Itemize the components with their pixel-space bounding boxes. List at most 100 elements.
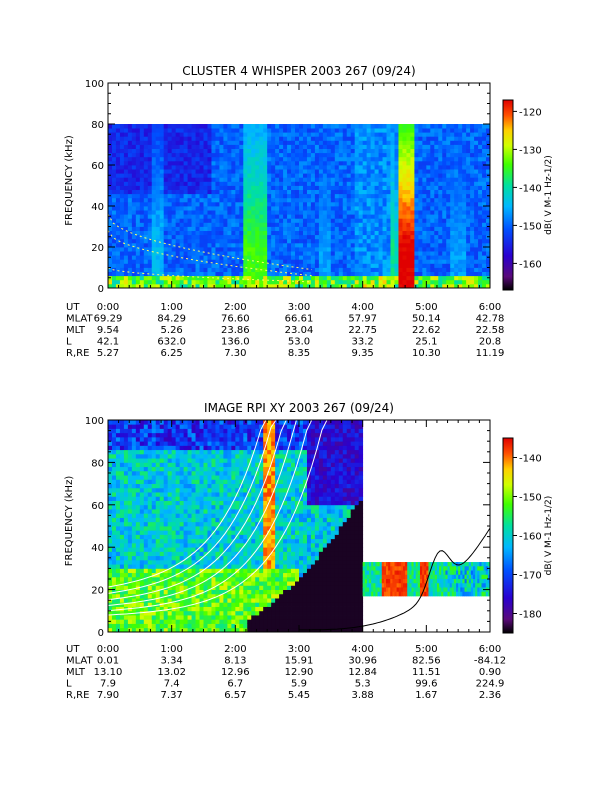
ephemeris-cell: 23.04: [285, 325, 314, 336]
ephemeris-cell: 1:00: [160, 302, 182, 313]
y-tick-label: 60: [91, 161, 104, 172]
ephemeris-cell: 3:00: [288, 644, 310, 655]
ephemeris-cell: 4:00: [351, 302, 373, 313]
colorbar-scale: [502, 99, 514, 291]
ephemeris-cell: 13.10: [94, 667, 123, 678]
ephemeris-cell: 0.01: [97, 656, 119, 667]
y-axis-label: FREQUENCY (kHz): [64, 135, 75, 226]
ephemeris-cell: 7.9: [100, 679, 116, 690]
colorbar: -140 -150 -160 -170 -180 dB( V M-1 Hz-1/2): [502, 437, 554, 634]
ephemeris-cell: 99.6: [415, 679, 437, 690]
ephemeris-row-label: MLAT: [66, 656, 93, 667]
axis-ticks: [107, 82, 491, 289]
ephemeris-cell: 4:00: [351, 644, 373, 655]
ephemeris-cell: 632.0: [157, 337, 186, 348]
chart-panel-1: 0 20 40 60 80 100 CLUSTER 4 WHISPER 2003 267 (…: [64, 64, 554, 359]
ephemeris-cell: 22.75: [348, 325, 377, 336]
ephemeris-row-label: L: [66, 337, 72, 348]
ephemeris-cell: 7.30: [224, 348, 246, 359]
ephemeris-cell: 3:00: [288, 302, 310, 313]
ephemeris-cell: 12.84: [348, 667, 377, 678]
ephemeris-cell: 13.02: [157, 667, 186, 678]
y-tick-label: 60: [91, 501, 104, 512]
ephemeris-cell: -84.12: [474, 656, 506, 667]
ephemeris-cell: 7.37: [161, 690, 183, 701]
y-tick-label: 100: [85, 416, 104, 427]
ephemeris-cell: 0.90: [479, 667, 501, 678]
ephemeris-cell: 42.1: [97, 337, 119, 348]
ephemeris-cell: 0:00: [97, 644, 119, 655]
colorbar-tick-label: -130: [519, 145, 542, 156]
colorbar-tick-label: -150: [519, 221, 542, 232]
ephemeris-cell: 8.35: [288, 348, 310, 359]
ephemeris-cell: 9.54: [97, 325, 119, 336]
ephemeris-cell: 1:00: [160, 644, 182, 655]
ephemeris-cell: 1.67: [415, 690, 437, 701]
ephemeris-cell: 20.8: [479, 337, 501, 348]
colorbar: -120 -130 -140 -150 -160 dB( V M-1 Hz-1/2): [502, 99, 554, 291]
ephemeris-cell: 76.60: [221, 314, 250, 325]
ephemeris-cell: 57.97: [348, 314, 377, 325]
y-tick-label: 80: [91, 458, 104, 469]
y-tick-label: 20: [91, 586, 104, 597]
ephemeris-cell: 22.62: [412, 325, 441, 336]
ephemeris-cell: 3.88: [352, 690, 374, 701]
y-axis-label: FREQUENCY (kHz): [64, 476, 75, 567]
y-tick-label: 100: [85, 79, 104, 90]
ephemeris-cell: 30.96: [348, 656, 377, 667]
chart-title: CLUSTER 4 WHISPER 2003 267 (09/24): [182, 64, 415, 78]
ephemeris-cell: 0:00: [97, 302, 119, 313]
ephemeris-cell: 6.25: [161, 348, 183, 359]
ephemeris-row-label: MLAT: [66, 314, 93, 325]
ephemeris-cell: 5.45: [288, 690, 310, 701]
ephemeris-row-label: UT: [66, 302, 80, 313]
emission-lines: [107, 213, 312, 283]
colorbar-tick-label: -140: [519, 183, 542, 194]
ephemeris-cell: 66.61: [285, 314, 314, 325]
emission-line-3: [107, 267, 312, 283]
ephemeris-row-label: MLT: [66, 667, 86, 678]
y-tick-label: 20: [91, 243, 104, 254]
ephemeris-cell: 42.78: [476, 314, 505, 325]
ephemeris-cell: 69.29: [94, 314, 123, 325]
ephemeris-row-label: MLT: [66, 325, 86, 336]
ephemeris-cell: 9.35: [352, 348, 374, 359]
ephemeris-cell: 12.96: [221, 667, 250, 678]
ephemeris-cell: 2:00: [224, 302, 246, 313]
chart-panel-2: 0 20 40 60 80 100 IMAGE RPI XY 2003 267 (09/24…: [64, 401, 554, 701]
ephemeris-cell: 23.86: [221, 325, 250, 336]
ephemeris-cell: 5.3: [355, 679, 371, 690]
ephemeris-cell: 5.26: [161, 325, 183, 336]
y-tick-label: 0: [98, 284, 104, 295]
colorbar-tick-label: -120: [519, 107, 542, 118]
ephemeris-cell: 7.90: [97, 690, 119, 701]
colorbar-tick-label: -160: [519, 532, 542, 543]
ephemeris-cell: 22.58: [476, 325, 505, 336]
colorbar-label: dB( V M-1 Hz-1/2): [544, 155, 554, 235]
colorbar-scale: [502, 437, 514, 634]
ephemeris-cell: 6.57: [224, 690, 246, 701]
y-tick-label: 40: [91, 202, 104, 213]
colorbar-label: dB( V M-1 Hz-1/2): [544, 496, 554, 576]
ephemeris-cell: 2.36: [479, 690, 501, 701]
cutoff-curve-1: [107, 419, 363, 616]
chart-title: IMAGE RPI XY 2003 267 (09/24): [204, 401, 394, 415]
emission-line-1: [107, 213, 312, 271]
spectrogram-cells: [108, 420, 491, 633]
ephemeris-cell: 6:00: [479, 302, 501, 313]
ephemeris-cell: 224.9: [476, 679, 505, 690]
spectrogram-cells: [108, 124, 491, 289]
axis-ticks: [107, 419, 491, 633]
ephemeris-cell: 15.91: [285, 656, 314, 667]
ephemeris-cell: 10.30: [412, 348, 441, 359]
colorbar-tick-label: -180: [519, 610, 542, 621]
ephemeris-cell: 12.90: [285, 667, 314, 678]
ephemeris-cell: 2:00: [224, 644, 246, 655]
ephemeris-cell: 3.34: [161, 656, 183, 667]
ephemeris-cell: 84.29: [157, 314, 186, 325]
ephemeris-cell: 8.13: [224, 656, 246, 667]
ephemeris-cell: 6.7: [227, 679, 243, 690]
ephemeris-row-label: R,RE: [66, 348, 89, 359]
